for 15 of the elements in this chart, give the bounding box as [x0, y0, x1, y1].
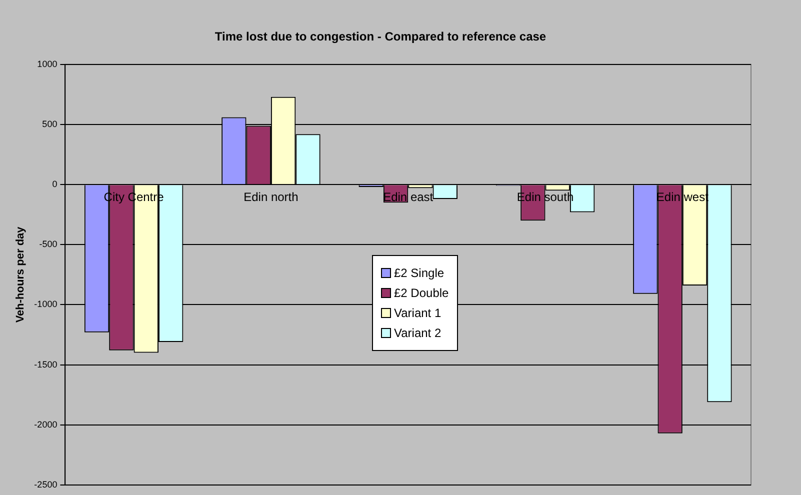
y-tick-label: 0	[52, 179, 58, 190]
y-tick-label: 1000	[37, 58, 58, 69]
legend-label: £2 Single	[394, 266, 444, 280]
y-tick-label: -1000	[34, 299, 58, 310]
legend-label: Variant 2	[394, 326, 442, 340]
legend-label: Variant 1	[394, 306, 442, 320]
y-tick-label: -500	[39, 239, 58, 250]
y-axis-title: Veh-hours per day	[14, 226, 27, 323]
y-tick-label: -1500	[34, 359, 58, 370]
y-tick-label: 500	[42, 118, 58, 129]
x-tick-label: Edin north	[244, 190, 298, 204]
chart-title: Time lost due to congestion - Compared to reference case	[214, 30, 546, 44]
legend-label: £2 Double	[394, 286, 449, 300]
y-tick-label: -2000	[34, 419, 58, 430]
y-tick-label: -2500	[34, 479, 58, 490]
